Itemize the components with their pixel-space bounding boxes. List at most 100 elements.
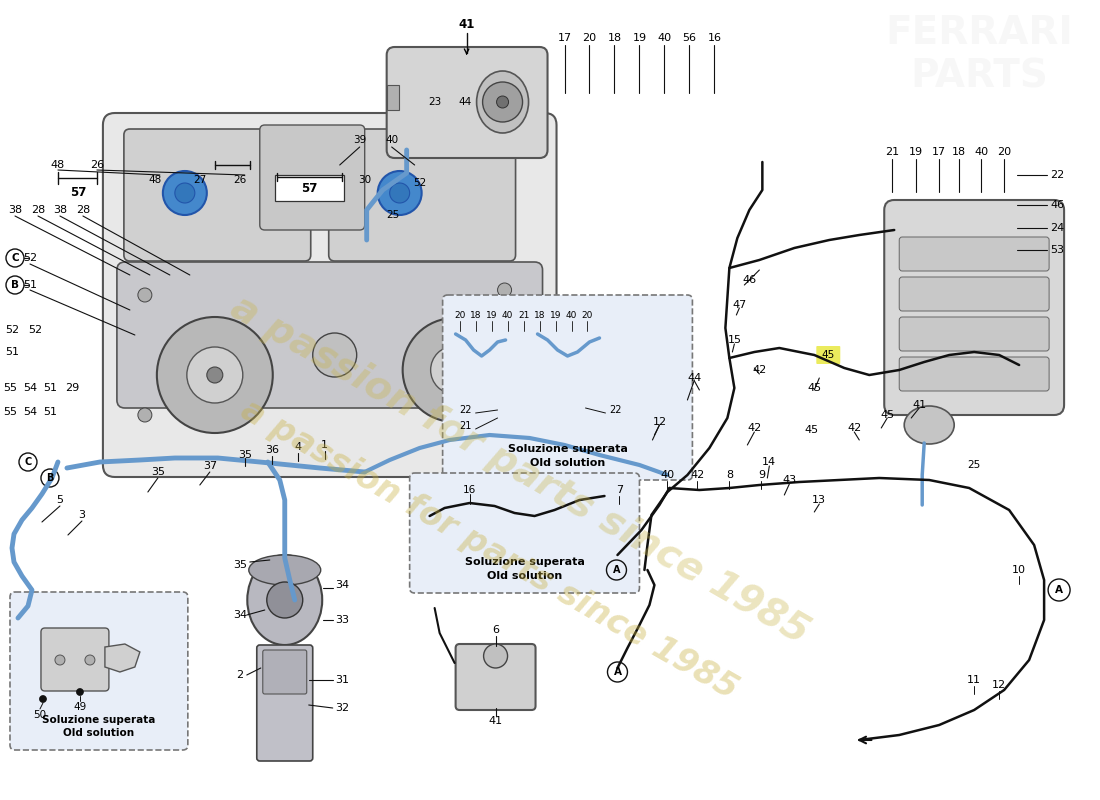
Text: B: B <box>46 473 54 483</box>
Text: Soluzione superata: Soluzione superata <box>42 715 155 725</box>
Text: 55: 55 <box>3 383 16 393</box>
Text: 41: 41 <box>459 18 475 31</box>
Text: Old solution: Old solution <box>530 458 605 468</box>
Text: 52: 52 <box>23 253 37 263</box>
Circle shape <box>497 403 512 417</box>
Text: 55: 55 <box>3 407 16 417</box>
Text: 21: 21 <box>886 147 900 157</box>
Ellipse shape <box>249 555 321 585</box>
Circle shape <box>377 171 421 215</box>
Text: 7: 7 <box>616 485 623 495</box>
Text: 34: 34 <box>334 580 349 590</box>
Text: 43: 43 <box>782 475 796 485</box>
Circle shape <box>312 333 356 377</box>
FancyBboxPatch shape <box>10 592 188 750</box>
Text: 35: 35 <box>151 467 165 477</box>
Text: 54: 54 <box>23 407 37 417</box>
Text: 19: 19 <box>910 147 923 157</box>
Text: 9: 9 <box>758 470 764 480</box>
Circle shape <box>76 689 84 695</box>
Text: C: C <box>11 253 19 263</box>
Text: 52: 52 <box>412 178 427 188</box>
Circle shape <box>403 318 507 422</box>
FancyBboxPatch shape <box>899 317 1049 351</box>
Text: 45: 45 <box>822 350 835 360</box>
Text: 17: 17 <box>558 33 572 43</box>
Text: 34: 34 <box>233 610 246 620</box>
Text: 46: 46 <box>742 275 757 285</box>
Text: 38: 38 <box>8 205 22 215</box>
Text: 26: 26 <box>233 175 246 185</box>
Ellipse shape <box>499 298 539 353</box>
Text: 20: 20 <box>454 311 465 321</box>
Circle shape <box>157 317 273 433</box>
Text: 56: 56 <box>682 33 696 43</box>
FancyBboxPatch shape <box>899 357 1049 391</box>
Text: C: C <box>24 457 32 467</box>
Text: 22: 22 <box>460 405 472 415</box>
Text: 35: 35 <box>238 450 252 460</box>
Text: 28: 28 <box>76 205 90 215</box>
Text: 18: 18 <box>534 311 546 321</box>
Text: 45: 45 <box>804 425 818 435</box>
Text: Old solution: Old solution <box>487 571 562 581</box>
Text: A: A <box>614 667 622 677</box>
Text: 18: 18 <box>607 33 621 43</box>
Text: 27: 27 <box>194 175 207 185</box>
Text: 48: 48 <box>51 160 65 170</box>
FancyBboxPatch shape <box>816 346 840 364</box>
Text: 18: 18 <box>470 311 482 321</box>
Text: 16: 16 <box>707 33 722 43</box>
Text: 11: 11 <box>967 675 981 685</box>
FancyBboxPatch shape <box>260 125 365 230</box>
Text: 20: 20 <box>582 33 596 43</box>
Circle shape <box>163 171 207 215</box>
Text: A: A <box>1055 585 1063 595</box>
Text: 30: 30 <box>359 175 372 185</box>
Text: 57: 57 <box>69 186 86 198</box>
Text: 49: 49 <box>74 702 87 712</box>
Text: 26: 26 <box>90 160 104 170</box>
Text: 4: 4 <box>294 442 301 452</box>
Text: Soluzione superata: Soluzione superata <box>464 557 584 567</box>
FancyBboxPatch shape <box>899 277 1049 311</box>
Text: 19: 19 <box>632 33 647 43</box>
Text: 8: 8 <box>726 470 733 480</box>
Text: 21: 21 <box>460 421 472 431</box>
Text: 36: 36 <box>265 445 278 455</box>
Text: 53: 53 <box>1050 245 1064 255</box>
FancyBboxPatch shape <box>103 113 557 477</box>
Ellipse shape <box>248 555 322 645</box>
Circle shape <box>40 695 46 702</box>
FancyBboxPatch shape <box>409 473 639 593</box>
Circle shape <box>497 283 512 297</box>
Text: 3: 3 <box>78 510 86 520</box>
Text: 51: 51 <box>43 407 57 417</box>
Text: 24: 24 <box>1050 223 1064 233</box>
Text: 31: 31 <box>334 675 349 685</box>
Text: 44: 44 <box>458 97 471 107</box>
FancyBboxPatch shape <box>329 129 516 261</box>
Text: a passion for parts since 1985: a passion for parts since 1985 <box>235 394 744 706</box>
Text: 23: 23 <box>428 97 441 107</box>
Text: 54: 54 <box>23 383 37 393</box>
Ellipse shape <box>904 406 954 444</box>
Text: 22: 22 <box>609 405 622 415</box>
Text: 40: 40 <box>660 470 674 480</box>
Text: 51: 51 <box>23 280 37 290</box>
FancyBboxPatch shape <box>117 262 542 408</box>
Text: 29: 29 <box>65 383 79 393</box>
Polygon shape <box>104 644 140 672</box>
Text: 12: 12 <box>992 680 1007 690</box>
Text: 6: 6 <box>492 625 499 635</box>
Text: 2: 2 <box>236 670 243 680</box>
Text: 52: 52 <box>4 325 19 335</box>
Text: 35: 35 <box>233 560 246 570</box>
Text: 17: 17 <box>932 147 946 157</box>
Text: FERRARI
PARTS: FERRARI PARTS <box>886 14 1074 96</box>
Text: 21: 21 <box>518 311 529 321</box>
Circle shape <box>207 367 223 383</box>
Text: 42: 42 <box>752 365 767 375</box>
Text: 15: 15 <box>727 335 741 345</box>
Circle shape <box>389 183 409 203</box>
